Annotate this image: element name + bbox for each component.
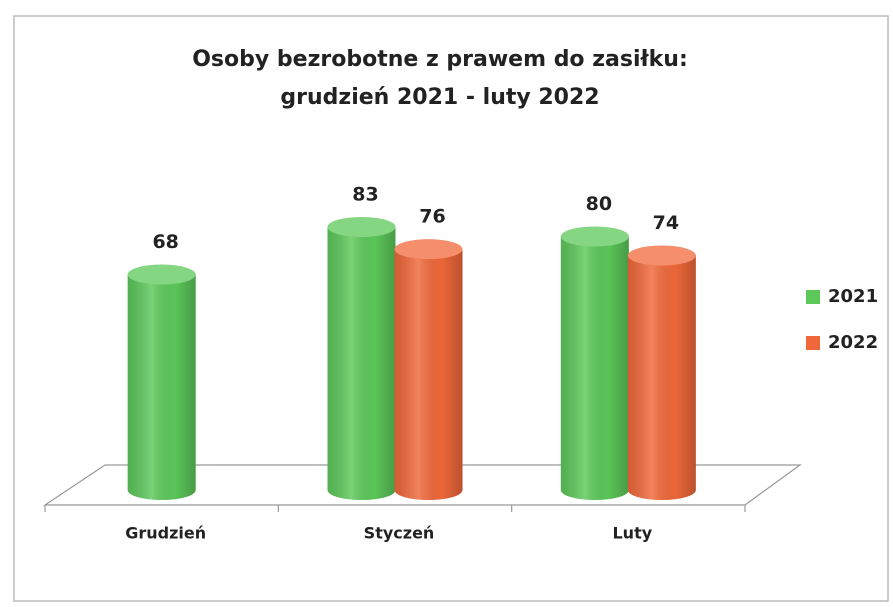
- cylinder-shade: [394, 249, 463, 500]
- x-tick-label: Luty: [612, 524, 652, 543]
- title-group: Osoby bezrobotne z prawem do zasiłku: gru…: [192, 47, 688, 110]
- cylinder-top: [394, 239, 463, 260]
- cylinder-shade: [627, 255, 696, 500]
- data-label: 74: [653, 212, 679, 234]
- cylinder-shade: [327, 227, 396, 500]
- cylinder-top-shine: [327, 217, 396, 237]
- x-tick-label: Grudzień: [125, 524, 206, 543]
- legend-swatch: [806, 336, 820, 350]
- cylinder-top-shine: [560, 226, 629, 247]
- plot: Grudzień 68 Styczeń 83 76 Luty 80 74: [125, 184, 696, 543]
- chart-title: Osoby bezrobotne z prawem do zasiłku:: [192, 47, 688, 72]
- data-label: 76: [419, 206, 445, 228]
- cylinder-top: [627, 245, 696, 266]
- cylinder-top-shine: [394, 239, 463, 260]
- cylinder-top: [127, 264, 196, 285]
- x-tick-label: Styczeń: [364, 524, 435, 543]
- data-label: 83: [352, 184, 378, 206]
- ticks: [44, 505, 746, 512]
- chart-title: grudzień 2021 - luty 2022: [280, 85, 599, 110]
- cylinder-top-shine: [127, 264, 196, 285]
- data-label: 68: [152, 231, 178, 253]
- cylinder-shade: [560, 236, 629, 500]
- cylinder-top-shine: [627, 245, 696, 266]
- cylinder-top: [327, 217, 396, 237]
- cylinder-top: [560, 226, 629, 247]
- legend-swatch: [806, 290, 820, 304]
- cylinder-shade: [127, 274, 196, 500]
- legend: 2021 2022: [806, 286, 878, 353]
- legend-label: 2021: [828, 286, 878, 307]
- legend-label: 2022: [828, 332, 878, 353]
- data-label: 80: [586, 193, 612, 215]
